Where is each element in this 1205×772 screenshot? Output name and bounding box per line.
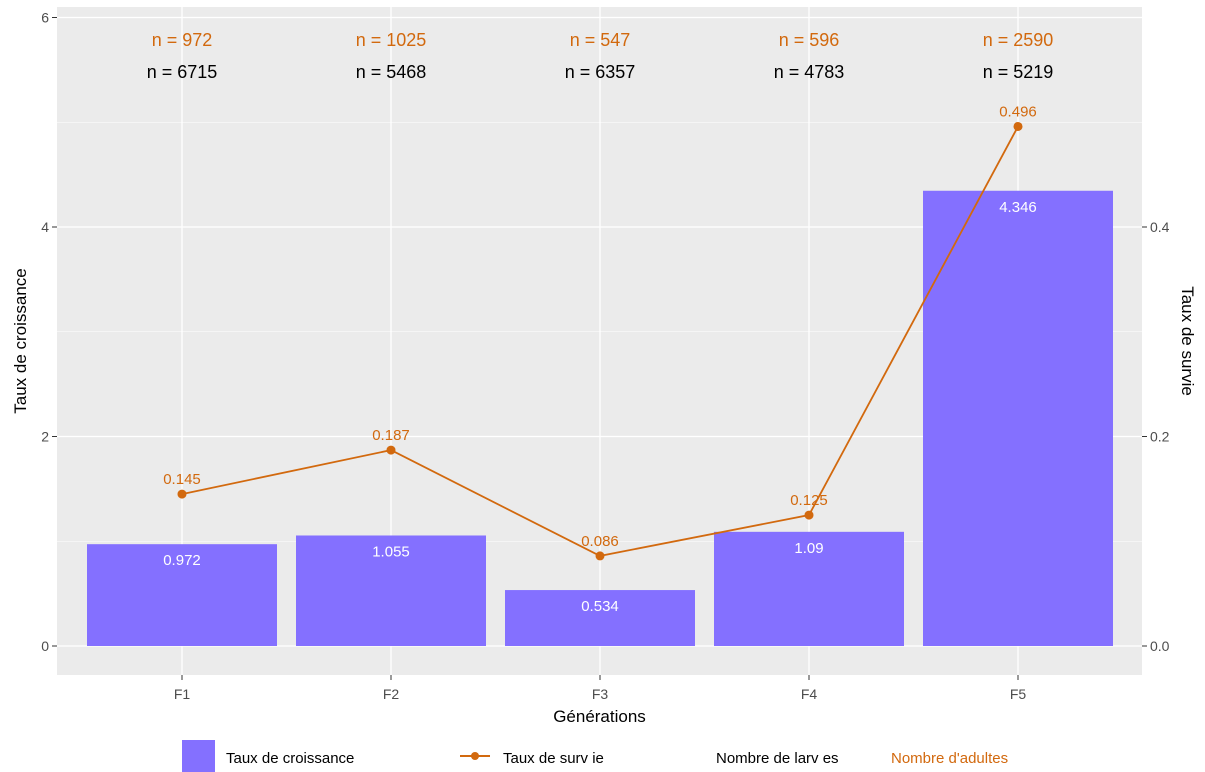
y2-axis-title: Taux de survie	[1178, 286, 1197, 396]
y-axis-right: 0.0 0.2 0.4	[1142, 219, 1170, 654]
bar-value-label: 4.346	[999, 199, 1037, 216]
x-tick-label: F5	[1010, 686, 1027, 702]
bar-value-labels: 0.972 1.055 0.534 1.09 4.346	[163, 199, 1037, 615]
y-axis-title: Taux de croissance	[11, 268, 30, 414]
y-tick-label: 4	[41, 219, 49, 235]
survival-point-F4	[804, 510, 814, 520]
larvae-count-label: n = 5219	[983, 62, 1054, 82]
larvae-count-label: n = 4783	[774, 62, 845, 82]
x-axis-title: Générations	[553, 707, 646, 726]
bar-value-label: 1.09	[794, 540, 823, 557]
line-series: 0.145 0.187 0.086 0.125 0.496	[163, 103, 1037, 561]
adult-count-label: n = 2590	[983, 30, 1054, 50]
survival-value-label: 0.086	[581, 533, 619, 550]
x-axis: F1 F2 F3 F4 F5	[174, 675, 1027, 702]
y-tick-label: 2	[41, 429, 49, 445]
adult-count-label: n = 1025	[356, 30, 427, 50]
legend-larves-label: Nombre de larv es	[716, 750, 839, 767]
y-axis-left: 0 2 4 6	[41, 10, 57, 654]
bar-series	[87, 190, 1113, 646]
x-tick-label: F2	[383, 686, 400, 702]
survival-value-label: 0.125	[790, 492, 828, 509]
bar-F3	[505, 590, 695, 646]
x-tick-label: F1	[174, 686, 191, 702]
legend-bar-key	[182, 740, 215, 772]
y2-tick-label: 0.4	[1150, 219, 1170, 235]
larvae-count-label: n = 6357	[565, 62, 636, 82]
survival-point-F1	[177, 489, 187, 499]
x-tick-label: F3	[592, 686, 609, 702]
survival-value-label: 0.145	[163, 471, 201, 488]
y2-tick-label: 0.0	[1150, 638, 1170, 654]
adult-count-label: n = 596	[779, 30, 840, 50]
larvae-count-label: n = 5468	[356, 62, 427, 82]
larvae-count-label: n = 6715	[147, 62, 218, 82]
y-tick-label: 0	[41, 638, 49, 654]
survival-point-F3	[595, 551, 605, 561]
x-tick-label: F4	[801, 686, 818, 702]
survival-point-F5	[1013, 121, 1023, 131]
legend-line-label: Taux de surv ie	[503, 750, 604, 767]
survival-value-label: 0.187	[372, 427, 410, 444]
bar-F4	[714, 531, 904, 646]
bar-value-label: 0.534	[581, 598, 619, 615]
survival-point-F2	[386, 445, 396, 455]
y2-tick-label: 0.2	[1150, 429, 1170, 445]
legend-adultes-label: Nombre d'adultes	[891, 750, 1008, 767]
adult-count-label: n = 547	[570, 30, 631, 50]
bar-F2	[296, 535, 486, 646]
legend: Taux de croissance Taux de surv ie Nombr…	[182, 740, 1008, 772]
y-tick-label: 6	[41, 10, 49, 26]
count-annotations: n = 972 n = 1025 n = 547 n = 596 n = 2590 n =…	[147, 30, 1054, 82]
legend-bar-label: Taux de croissance	[226, 750, 354, 767]
adult-count-label: n = 972	[152, 30, 213, 50]
bar-F1	[87, 544, 277, 646]
legend-line-marker	[471, 752, 479, 760]
bar-value-label: 1.055	[372, 543, 410, 560]
bar-value-label: 0.972	[163, 552, 201, 569]
bar-F5	[923, 190, 1113, 646]
survival-value-label: 0.496	[999, 103, 1037, 120]
